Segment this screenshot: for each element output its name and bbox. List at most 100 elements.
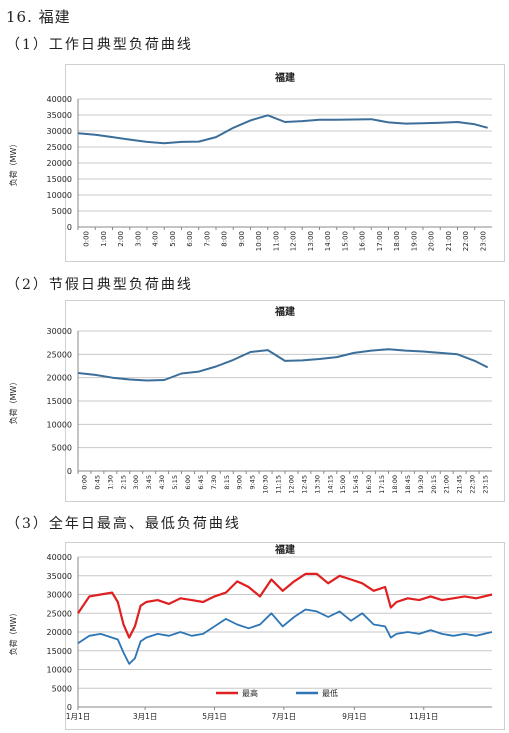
y-tick-label: 25000 bbox=[47, 143, 72, 152]
y-tick-label: 15000 bbox=[47, 397, 72, 406]
y-tick-label: 25000 bbox=[47, 609, 72, 618]
x-tick-label: 22:00 bbox=[462, 231, 470, 251]
x-tick-label: 15:45 bbox=[352, 475, 360, 494]
x-tick-label: 16:30 bbox=[365, 475, 373, 494]
y-tick-label: 20000 bbox=[47, 628, 72, 637]
chart-weekday-svg: 福建 0 5000 10000 15000 20000 25000 30000 35000 400… bbox=[8, 71, 492, 251]
legend-label: 最高 bbox=[242, 688, 258, 698]
chart-title: 福建 bbox=[274, 71, 296, 84]
y-tick-label: 25000 bbox=[47, 350, 72, 359]
y-tick-label: 10000 bbox=[47, 191, 72, 200]
x-tick-label: 18:00 bbox=[391, 475, 399, 494]
x-tick-label: 4:30 bbox=[158, 475, 166, 490]
x-tick-label: 6:45 bbox=[197, 475, 205, 490]
chart-title: 福建 bbox=[274, 305, 296, 318]
x-tick-label: 1:30 bbox=[106, 475, 114, 490]
y-tick-label: 20000 bbox=[47, 159, 72, 168]
x-tick-label: 4:00 bbox=[152, 231, 160, 247]
x-tick-label: 2:00 bbox=[117, 231, 125, 247]
x-tick-label: 20:00 bbox=[428, 231, 436, 251]
y-tick-label: 5000 bbox=[52, 207, 72, 216]
chart-annual: 福建 0 5000 10000 15000 20000 25000 30000 35000 400… bbox=[8, 542, 505, 730]
series-line-high bbox=[77, 572, 493, 639]
x-tick-label: 8:00 bbox=[221, 231, 229, 247]
x-tick-label: 17:00 bbox=[376, 231, 384, 251]
x-tick-label: 15:00 bbox=[339, 475, 347, 494]
subtitle-weekday: （1）工作日典型负荷曲线 bbox=[6, 37, 193, 53]
chart-weekday: 福建 0 5000 10000 15000 20000 25000 30000 35000 400… bbox=[8, 64, 505, 262]
x-tick-label: 13:00 bbox=[307, 231, 315, 251]
x-tick-label: 12:00 bbox=[290, 231, 298, 251]
y-tick-label: 15000 bbox=[47, 175, 72, 184]
y-tick-label: 40000 bbox=[47, 95, 72, 104]
y-tick-label: 35000 bbox=[47, 572, 72, 581]
y-tick-label: 30000 bbox=[47, 127, 72, 136]
x-tick-label: 1月1日 bbox=[66, 712, 91, 721]
section-heading: 16. 福建 bbox=[6, 8, 71, 26]
x-tick-label: 11:15 bbox=[275, 475, 283, 494]
x-tick-label: 12:00 bbox=[287, 475, 295, 494]
x-tick-label: 2:15 bbox=[119, 475, 127, 490]
x-tick-label: 7:00 bbox=[203, 231, 211, 247]
y-tick-label: 0 bbox=[67, 467, 72, 476]
x-tick-label: 7:30 bbox=[210, 475, 218, 490]
x-tick-label: 8:15 bbox=[223, 475, 231, 490]
x-tick-label: 14:00 bbox=[324, 231, 332, 251]
x-tick-label: 9:45 bbox=[249, 475, 257, 490]
y-axis-label: 负荷（MW） bbox=[8, 378, 18, 425]
x-tick-label: 23:15 bbox=[482, 475, 490, 494]
x-tick-label: 9:00 bbox=[236, 475, 244, 490]
x-tick-label: 9:00 bbox=[238, 231, 246, 247]
y-tick-label: 40000 bbox=[47, 553, 72, 562]
x-tick-label: 18:00 bbox=[393, 231, 401, 251]
x-tick-label: 7月1日 bbox=[272, 712, 297, 721]
x-tick-label: 15:00 bbox=[341, 231, 349, 251]
y-tick-label: 0 bbox=[67, 223, 72, 232]
x-tick-label: 10:00 bbox=[255, 231, 263, 251]
series-line bbox=[77, 114, 488, 145]
x-tick-label: 3:45 bbox=[145, 475, 153, 490]
y-tick-label: 30000 bbox=[47, 591, 72, 600]
y-axis-label: 负荷（MW） bbox=[8, 140, 18, 187]
x-tick-label: 20:15 bbox=[430, 475, 438, 494]
y-tick-label: 15000 bbox=[47, 647, 72, 656]
chart-annual-svg: 福建 0 5000 10000 15000 20000 25000 30000 35000 400… bbox=[8, 543, 493, 721]
x-tick-label: 0:00 bbox=[83, 231, 91, 247]
x-tick-label: 3:00 bbox=[132, 475, 140, 490]
x-tick-label: 21:00 bbox=[445, 231, 453, 251]
x-tick-label: 6:00 bbox=[186, 231, 194, 247]
x-tick-label: 0:45 bbox=[93, 475, 101, 490]
x-tick-label: 12:45 bbox=[300, 475, 308, 494]
y-tick-label: 10000 bbox=[47, 420, 72, 429]
y-tick-label: 30000 bbox=[47, 327, 72, 336]
chart-title: 福建 bbox=[274, 543, 296, 556]
subtitle-holiday: （2）节假日典型负荷曲线 bbox=[6, 277, 193, 293]
x-tick-label: 18:45 bbox=[404, 475, 412, 494]
y-tick-label: 5000 bbox=[52, 444, 72, 453]
y-tick-label: 10000 bbox=[47, 666, 72, 675]
chart-holiday-svg: 福建 0 5000 10000 15000 20000 25000 30000 负荷（MW） 0:… bbox=[8, 305, 492, 494]
x-tick-label: 5:15 bbox=[171, 475, 179, 490]
chart-holiday: 福建 0 5000 10000 15000 20000 25000 30000 负荷（MW） 0:… bbox=[8, 300, 505, 502]
x-tick-label: 21:00 bbox=[443, 475, 451, 494]
x-tick-label: 5:00 bbox=[169, 231, 177, 247]
x-tick-label: 23:00 bbox=[479, 231, 487, 251]
y-tick-label: 35000 bbox=[47, 111, 72, 120]
x-tick-label: 19:30 bbox=[417, 475, 425, 494]
x-tick-label: 10:30 bbox=[262, 475, 270, 494]
x-tick-label: 21:45 bbox=[456, 475, 464, 494]
x-tick-label: 14:15 bbox=[326, 475, 334, 494]
y-tick-label: 0 bbox=[67, 703, 72, 712]
x-tick-label: 3月1日 bbox=[133, 712, 158, 721]
x-tick-label: 22:30 bbox=[469, 475, 477, 494]
x-tick-label: 11月1日 bbox=[409, 712, 438, 721]
x-tick-label: 1:00 bbox=[100, 231, 108, 247]
x-tick-label: 9月1日 bbox=[342, 712, 367, 721]
x-tick-label: 17:15 bbox=[378, 475, 386, 494]
x-tick-label: 3:00 bbox=[134, 231, 142, 247]
x-tick-label: 0:00 bbox=[80, 475, 88, 490]
y-axis-label: 负荷（MW） bbox=[8, 609, 18, 656]
x-tick-label: 19:00 bbox=[410, 231, 418, 251]
x-tick-label: 13:30 bbox=[313, 475, 321, 494]
x-tick-label: 11:00 bbox=[272, 231, 280, 251]
